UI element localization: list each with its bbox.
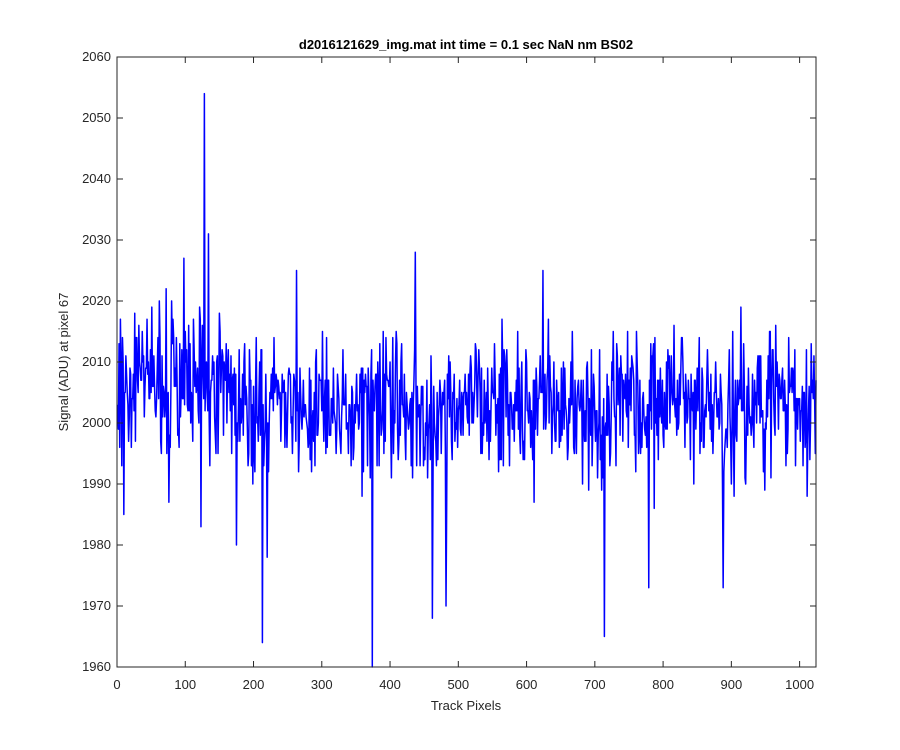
chart-title: d2016121629_img.mat int time = 0.1 sec N… xyxy=(299,37,633,52)
x-tick-label: 400 xyxy=(379,677,401,692)
x-axis: 0 100 200 300 400 500 600 700 800 900 1000 xyxy=(113,57,814,692)
y-tick-label: 2040 xyxy=(82,171,111,186)
x-tick-label: 0 xyxy=(113,677,120,692)
x-tick-label: 800 xyxy=(652,677,674,692)
x-tick-label: 1000 xyxy=(785,677,814,692)
x-tick-label: 300 xyxy=(311,677,333,692)
y-tick-label: 1980 xyxy=(82,537,111,552)
x-axis-title: Track Pixels xyxy=(431,698,502,713)
y-tick-label: 2060 xyxy=(82,49,111,64)
y-tick-label: 2020 xyxy=(82,293,111,308)
y-tick-label: 1970 xyxy=(82,598,111,613)
x-tick-label: 500 xyxy=(447,677,469,692)
x-tick-label: 200 xyxy=(243,677,265,692)
x-tick-label: 900 xyxy=(721,677,743,692)
y-tick-label: 2030 xyxy=(82,232,111,247)
y-tick-label: 2050 xyxy=(82,110,111,125)
y-axis-title: Signal (ADU) at pixel 67 xyxy=(56,293,71,432)
x-tick-label: 100 xyxy=(174,677,196,692)
y-tick-label: 1960 xyxy=(82,659,111,674)
x-tick-label: 700 xyxy=(584,677,606,692)
y-tick-label: 2000 xyxy=(82,415,111,430)
x-tick-label: 600 xyxy=(516,677,538,692)
series-line xyxy=(116,92,817,668)
series-layer xyxy=(116,92,817,668)
y-tick-label: 2010 xyxy=(82,354,111,369)
y-tick-label: 1990 xyxy=(82,476,111,491)
y-axis: 1960 1970 1980 1990 2000 2010 2020 2030 2040 2050… xyxy=(82,49,816,674)
